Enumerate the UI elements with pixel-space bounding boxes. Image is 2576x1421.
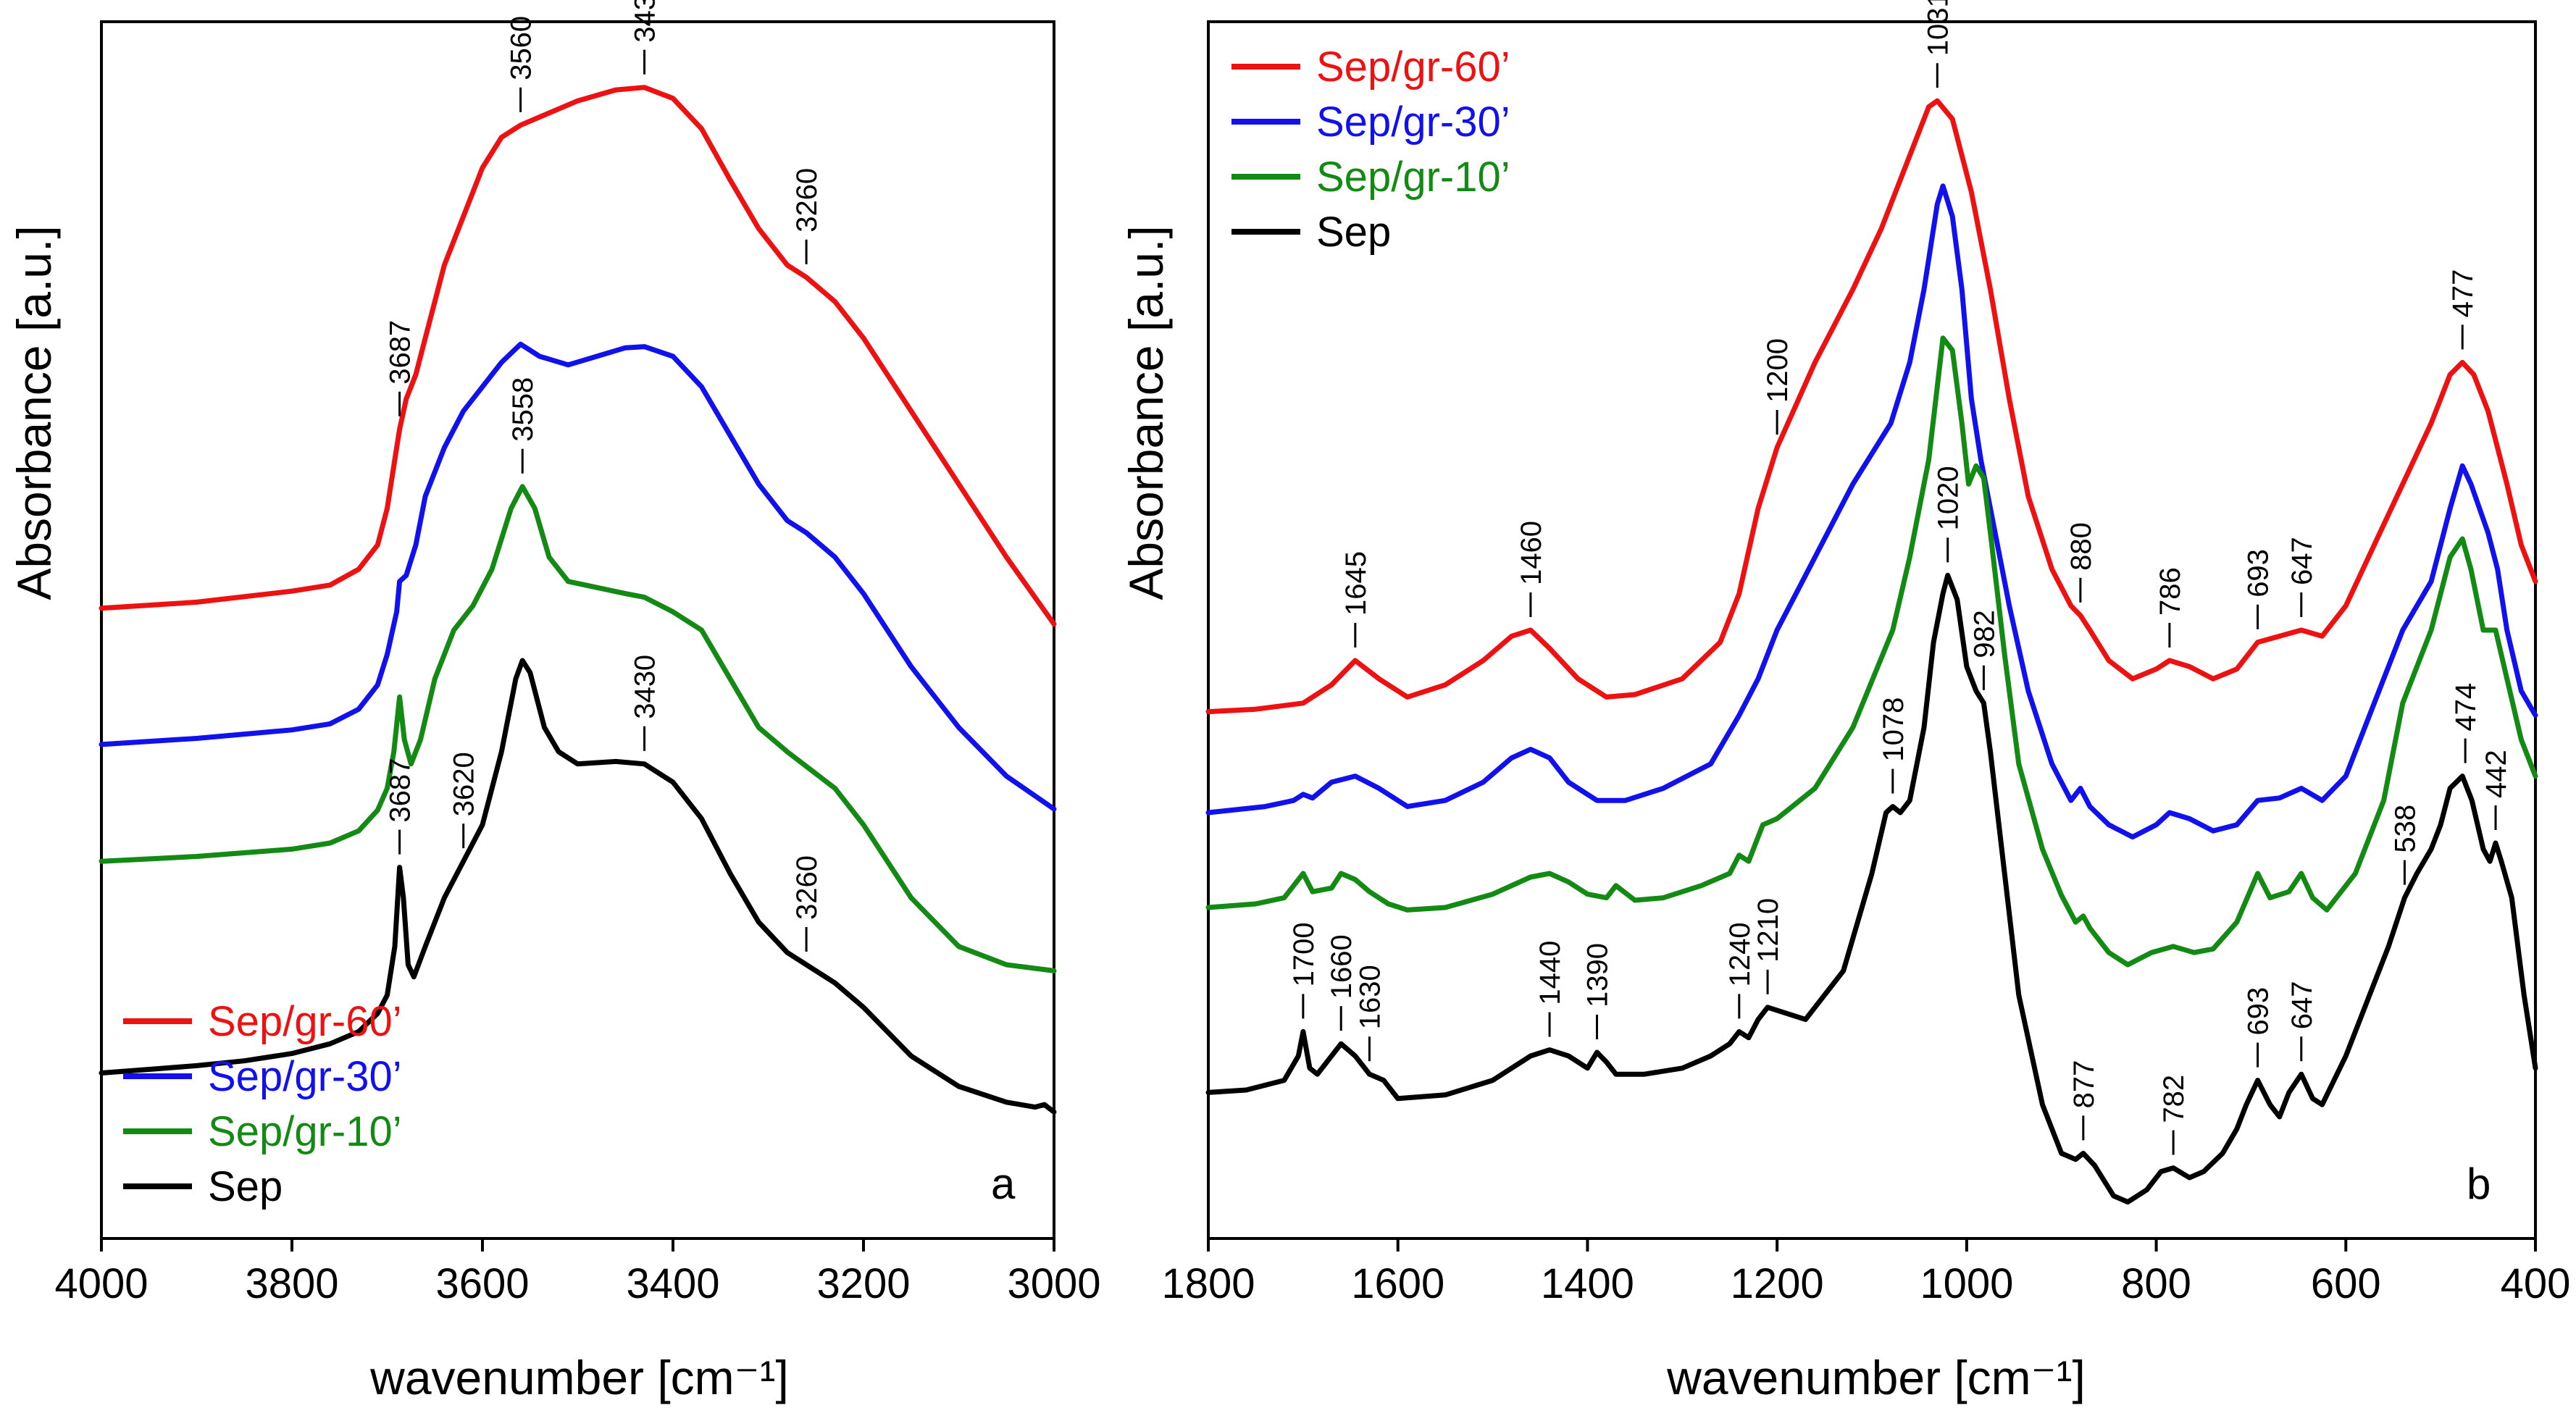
series-line-3: [99, 658, 1057, 1115]
x-tick-label: 1800: [1161, 1260, 1255, 1307]
x-tick-label: 4000: [54, 1260, 148, 1307]
panel-letter: b: [2467, 1160, 2491, 1208]
peak-label: 3560: [506, 16, 538, 80]
peak-label: 1440: [1534, 941, 1566, 1005]
peak-label: 1200: [1762, 338, 1794, 403]
x-tick-label: 600: [2311, 1260, 2381, 1307]
peak-label: 1210: [1752, 898, 1784, 963]
peak-label: 1645: [1340, 551, 1372, 616]
peak-label: 442: [2480, 750, 2512, 798]
peak-label: 3620: [448, 752, 480, 816]
legend-label: Sep/gr-10’: [1316, 154, 1510, 201]
peak-label: 1031: [1922, 0, 1954, 56]
peak-label: 3430: [630, 0, 661, 43]
chart-panel-b: 1800 1600 1400 1200 1000 800 600 400 1645 1460 120…: [1161, 0, 2570, 1307]
y-axis-label-panel-b: Absorbance [a.u.]: [1119, 225, 1173, 600]
series-line-2: [99, 484, 1057, 973]
peak-label: 538: [2389, 805, 2421, 853]
panel-letter: a: [991, 1160, 1016, 1208]
peak-label: 786: [2154, 567, 2186, 616]
legend-label: Sep: [1316, 209, 1391, 256]
y-axis-label-panel-a: Absorbance [a.u.]: [7, 225, 61, 600]
x-tick-label: 3600: [435, 1260, 529, 1307]
x-tick-label: 1000: [1920, 1260, 2013, 1307]
peak-label: 1020: [1933, 466, 1965, 530]
legend-label: Sep/gr-10’: [208, 1108, 402, 1155]
peak-label: 3260: [791, 855, 823, 920]
x-tick-label: 3800: [245, 1260, 338, 1307]
legend-label: Sep/gr-60’: [1316, 43, 1510, 91]
legend-label: Sep: [208, 1163, 283, 1210]
x-tick-label: 1400: [1541, 1260, 1634, 1307]
peak-label: 693: [2243, 987, 2275, 1036]
series-line-2: [1205, 335, 2538, 968]
peak-label: 1460: [1515, 521, 1547, 585]
series-line-0: [99, 85, 1057, 627]
peak-label: 877: [2068, 1060, 2100, 1109]
x-tick-label: 3000: [1007, 1260, 1100, 1307]
x-tick-label: 3400: [626, 1260, 719, 1307]
peak-label: 1630: [1354, 965, 1386, 1029]
peak-label: 982: [1968, 610, 2000, 658]
legend-label: Sep/gr-30’: [1316, 98, 1510, 146]
peak-label: 1660: [1326, 934, 1358, 999]
x-axis-label-panel-a: wavenumber [cm⁻¹]: [369, 1351, 789, 1404]
peak-label: 1700: [1288, 922, 1320, 986]
x-tick-label: 1600: [1351, 1260, 1444, 1307]
peak-label: 477: [2447, 269, 2479, 318]
series-line-0: [1205, 98, 2538, 715]
peak-label: 693: [2243, 549, 2275, 598]
peak-label: 1390: [1582, 943, 1614, 1007]
peak-label: 1240: [1724, 922, 1756, 986]
peak-label: 3687: [385, 320, 417, 385]
legend-label: Sep/gr-30’: [208, 1053, 402, 1100]
peak-label: 880: [2065, 522, 2097, 571]
x-tick-label: 3200: [816, 1260, 910, 1307]
plot-frame: [100, 20, 1055, 1240]
plot-frame: [1207, 20, 2537, 1240]
series-line-1: [99, 341, 1057, 812]
series-line-1: [1205, 183, 2538, 840]
x-tick-label: 400: [2501, 1260, 2571, 1307]
x-axis-label-panel-b: wavenumber [cm⁻¹]: [1666, 1351, 2086, 1404]
x-tick-label: 800: [2121, 1260, 2191, 1307]
chart-panel-a: 4000 3800 3600 3400 3200 3000 3687 3560 3430 3260…: [54, 0, 1100, 1307]
peak-label: 3558: [507, 377, 539, 442]
peak-label: 1078: [1878, 697, 1910, 762]
peak-label: 3687: [385, 758, 417, 823]
peak-label: 3260: [791, 168, 823, 232]
x-tick-label: 1200: [1731, 1260, 1824, 1307]
peak-label: 474: [2450, 683, 2482, 732]
peak-label: 647: [2286, 981, 2318, 1029]
peak-label: 782: [2158, 1075, 2190, 1123]
legend-label: Sep/gr-60’: [208, 998, 402, 1045]
peak-label: 3430: [630, 655, 661, 719]
series-line-3: [1205, 572, 2538, 1205]
peak-label: 647: [2286, 537, 2318, 585]
